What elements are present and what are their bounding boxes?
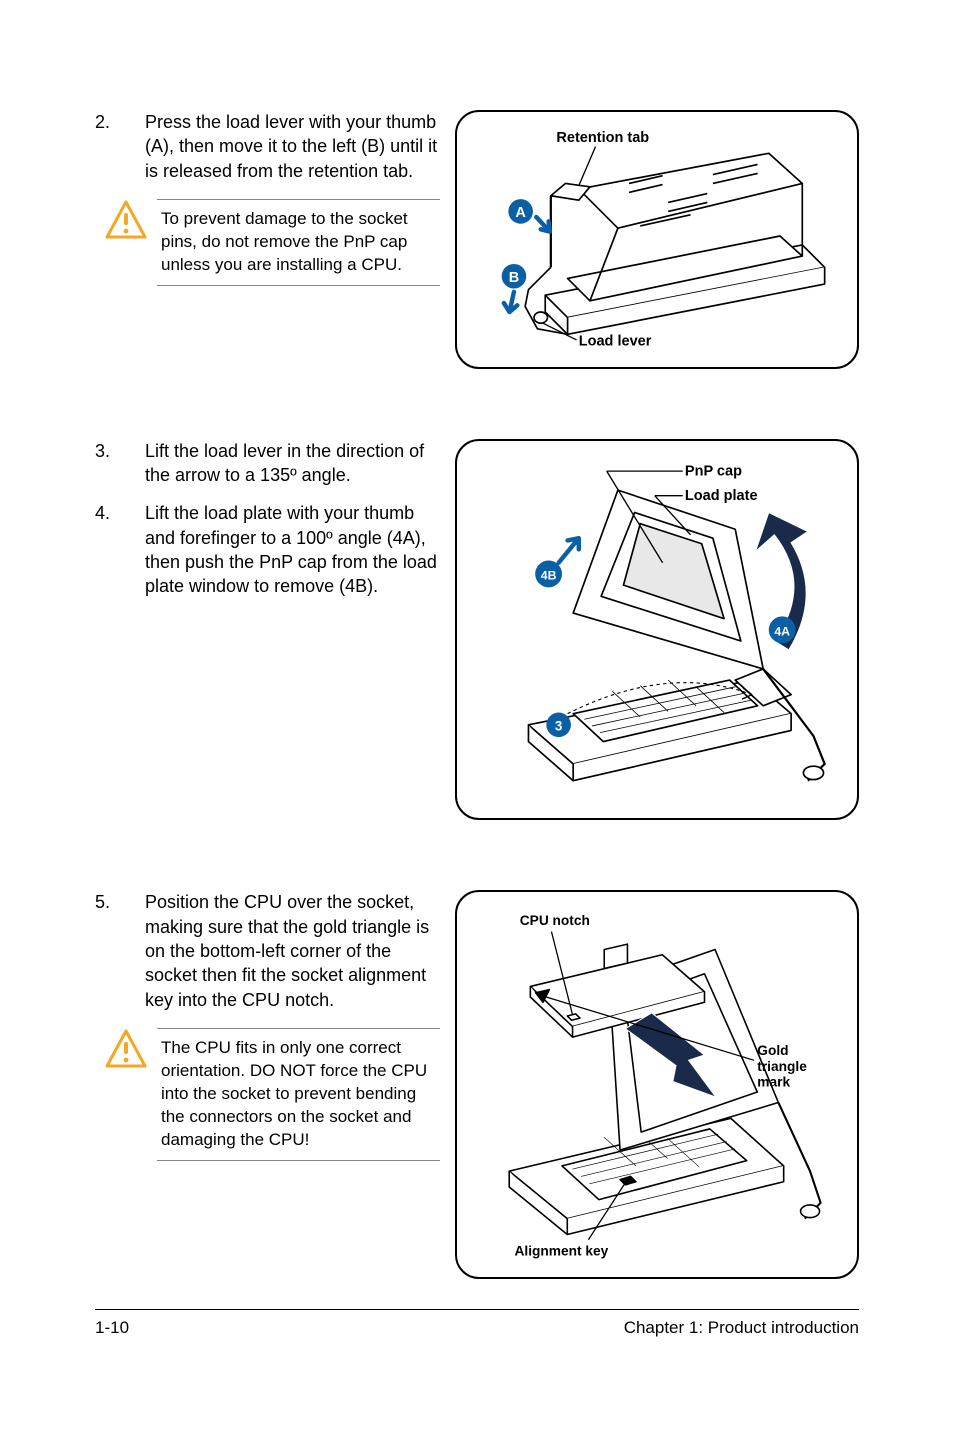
label-gold-triangle: Gold triangle mark: [757, 1043, 810, 1090]
caution-text: To prevent damage to the socket pins, do…: [157, 199, 440, 286]
step-3: 3. Lift the load lever in the direction …: [95, 439, 440, 488]
label-alignment-key: Alignment key: [515, 1244, 609, 1259]
step-number: 2.: [95, 110, 145, 183]
caution-icon: [95, 199, 157, 243]
step-text: Lift the load plate with your thumb and …: [145, 501, 440, 598]
figure-step-3-4: 4A 4B 3 PnP cap Load plate: [455, 439, 859, 821]
label-pnp-cap: PnP cap: [685, 463, 742, 479]
step-number: 3.: [95, 439, 145, 488]
step-number: 4.: [95, 501, 145, 598]
step-text: Lift the load lever in the direction of …: [145, 439, 440, 488]
figure-step-2: Retention tab Load lever A B: [455, 110, 859, 369]
footer-chapter: Chapter 1: Product introduction: [624, 1318, 859, 1338]
marker-3: 3: [555, 718, 562, 733]
label-cpu-notch: CPU notch: [520, 914, 590, 929]
step-4: 4. Lift the load plate with your thumb a…: [95, 501, 440, 598]
section-step-3-4: 3. Lift the load lever in the direction …: [95, 439, 859, 821]
page-footer: 1-10 Chapter 1: Product introduction: [95, 1309, 859, 1338]
caution-icon: [95, 1028, 157, 1072]
step-text: Press the load lever with your thumb (A)…: [145, 110, 440, 183]
caution-text: The CPU fits in only one correct orienta…: [157, 1028, 440, 1161]
step-2: 2. Press the load lever with your thumb …: [95, 110, 440, 183]
label-load-plate: Load plate: [685, 488, 758, 504]
section-step-2: 2. Press the load lever with your thumb …: [95, 110, 859, 369]
step-number: 5.: [95, 890, 145, 1011]
footer-page-number: 1-10: [95, 1318, 129, 1338]
figure-step-5: CPU notch Gold triangle mark Alignment k…: [455, 890, 859, 1278]
marker-b: B: [509, 270, 519, 286]
caution-2: The CPU fits in only one correct orienta…: [95, 1028, 440, 1161]
marker-4b: 4B: [541, 568, 557, 582]
label-retention-tab: Retention tab: [556, 130, 649, 146]
label-load-lever: Load lever: [579, 334, 652, 350]
marker-4a: 4A: [774, 624, 790, 638]
step-text: Position the CPU over the socket, making…: [145, 890, 440, 1011]
section-step-5: 5. Position the CPU over the socket, mak…: [95, 890, 859, 1278]
marker-a: A: [515, 205, 526, 221]
caution-1: To prevent damage to the socket pins, do…: [95, 199, 440, 286]
step-5: 5. Position the CPU over the socket, mak…: [95, 890, 440, 1011]
